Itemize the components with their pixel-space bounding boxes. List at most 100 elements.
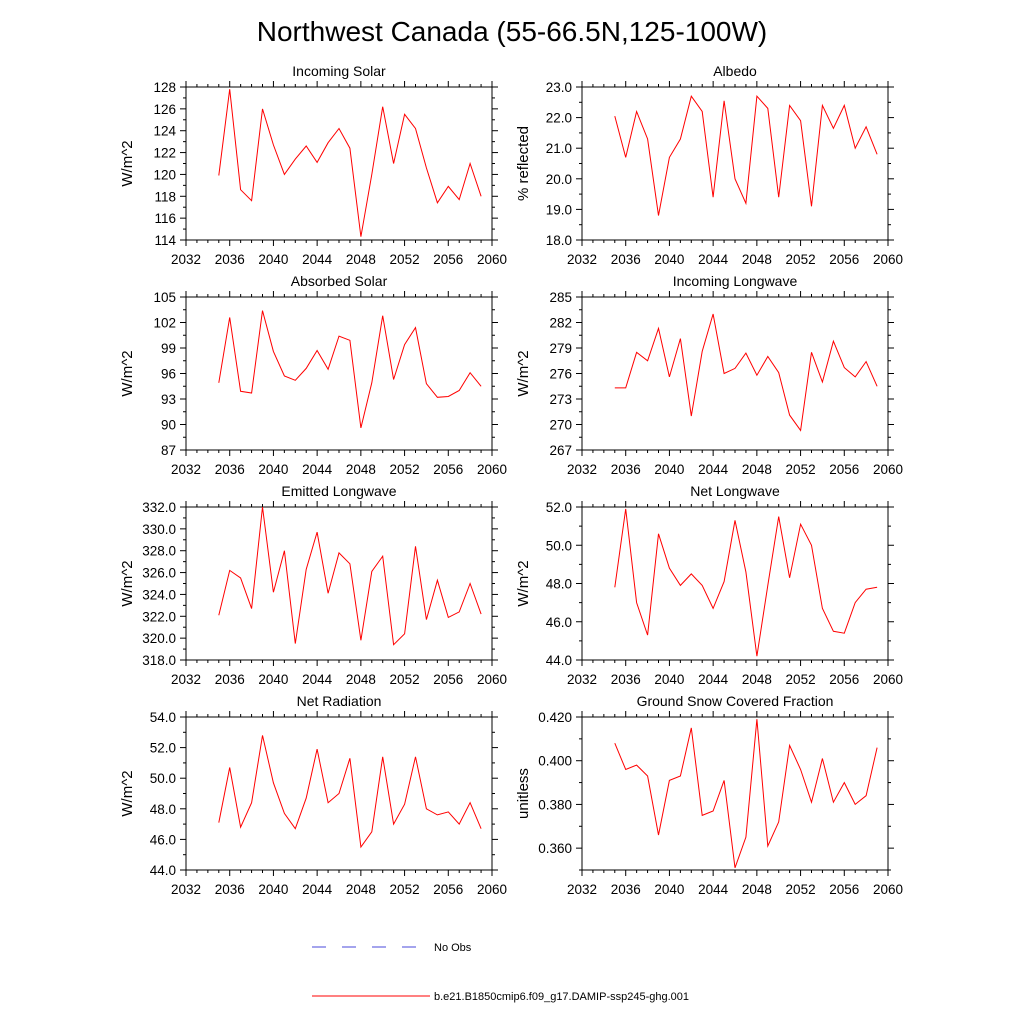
y-tick-label: 114	[154, 233, 176, 248]
x-tick-label: 2040	[654, 252, 684, 267]
y-axis-label: unitless	[515, 768, 532, 819]
y-tick-label: 44.0	[150, 863, 176, 878]
series-line-1	[614, 719, 878, 868]
y-tick-label: 21.0	[546, 141, 572, 156]
x-tick-label: 2048	[346, 462, 376, 477]
x-tick-label: 2036	[611, 672, 641, 687]
x-tick-label: 2040	[654, 882, 684, 897]
x-tick-label: 2060	[477, 672, 507, 687]
panel-title: Net Longwave	[690, 483, 780, 499]
x-tick-label: 2036	[611, 882, 641, 897]
y-tick-label: 273	[549, 392, 572, 407]
panel-title: Net Radiation	[297, 693, 382, 709]
panel-title: Absorbed Solar	[291, 273, 388, 289]
y-tick-label: 0.360	[538, 841, 572, 856]
legend: No Obs b.e21.B1850cmip6.f09_g17.DAMIP-ss…	[312, 942, 689, 1003]
x-tick-label: 2040	[654, 462, 684, 477]
x-tick-label: 2040	[258, 252, 288, 267]
x-tick-label: 2048	[346, 672, 376, 687]
x-tick-label: 2052	[786, 672, 816, 687]
chart-panel-5: 2032 2036 2040 2044 2048 2052 2056 2060 318.0 320…	[119, 483, 507, 687]
x-tick-label: 2052	[390, 252, 420, 267]
x-tick-label: 2056	[433, 252, 463, 267]
x-tick-label: 2036	[215, 882, 245, 897]
x-tick-label: 2040	[258, 672, 288, 687]
figure-title: Northwest Canada (55-66.5N,125-100W)	[257, 16, 767, 47]
x-tick-label: 2044	[698, 672, 729, 687]
plot-frame	[185, 506, 493, 661]
y-tick-label: 124	[153, 124, 176, 139]
x-tick-label: 2044	[302, 252, 333, 267]
x-tick-label: 2032	[567, 672, 597, 687]
y-tick-label: 128	[153, 80, 176, 95]
y-axis-label: W/m^2	[119, 560, 136, 606]
panel-title: Albedo	[713, 63, 757, 79]
x-tick-label: 2032	[567, 882, 597, 897]
x-tick-label: 2036	[215, 252, 245, 267]
x-tick-label: 2060	[477, 882, 507, 897]
plot-frame	[581, 296, 889, 451]
chart-panel-4: 2032 2036 2040 2044 2048 2052 2056 2060 267 270 27…	[515, 273, 903, 477]
x-tick-label: 2036	[611, 252, 641, 267]
x-tick-label: 2040	[654, 672, 684, 687]
y-tick-label: 320.0	[142, 631, 176, 646]
x-tick-label: 2056	[829, 252, 859, 267]
y-axis-label: % reflected	[515, 126, 532, 201]
y-tick-label: 99	[161, 341, 176, 356]
x-tick-label: 2052	[390, 882, 420, 897]
y-tick-label: 118	[154, 189, 176, 204]
y-tick-label: 270	[549, 418, 572, 433]
y-tick-label: 326.0	[142, 566, 176, 581]
y-axis-label: W/m^2	[515, 350, 532, 396]
x-tick-label: 2056	[829, 882, 859, 897]
y-tick-label: 48.0	[546, 577, 572, 592]
x-tick-label: 2048	[346, 252, 376, 267]
plot-frame	[185, 296, 493, 451]
y-tick-label: 96	[161, 367, 176, 382]
y-tick-label: 116	[154, 211, 176, 226]
x-tick-label: 2048	[742, 462, 772, 477]
x-tick-label: 2044	[698, 462, 729, 477]
y-tick-label: 328.0	[142, 544, 176, 559]
panel-title: Emitted Longwave	[281, 483, 396, 499]
y-tick-label: 318.0	[142, 653, 176, 668]
y-tick-label: 0.420	[538, 710, 572, 725]
x-tick-label: 2044	[698, 882, 729, 897]
y-tick-label: 48.0	[150, 802, 176, 817]
y-tick-label: 102	[153, 316, 176, 331]
y-tick-label: 93	[161, 392, 176, 407]
x-tick-label: 2032	[171, 672, 201, 687]
x-tick-label: 2052	[786, 882, 816, 897]
y-tick-label: 23.0	[546, 80, 572, 95]
y-tick-label: 44.0	[546, 653, 572, 668]
x-tick-label: 2044	[302, 462, 333, 477]
x-tick-label: 2040	[258, 462, 288, 477]
x-tick-label: 2032	[567, 462, 597, 477]
x-tick-label: 2060	[477, 462, 507, 477]
y-tick-label: 279	[549, 341, 572, 356]
x-tick-label: 2036	[611, 462, 641, 477]
y-tick-label: 46.0	[150, 832, 176, 847]
x-tick-label: 2048	[346, 882, 376, 897]
y-tick-label: 22.0	[546, 111, 572, 126]
x-tick-label: 2044	[698, 252, 729, 267]
series-line-1	[614, 508, 878, 657]
y-tick-label: 20.0	[546, 172, 572, 187]
y-tick-label: 50.0	[546, 538, 572, 553]
y-axis-label: W/m^2	[119, 770, 136, 816]
x-tick-label: 2036	[215, 672, 245, 687]
x-tick-label: 2032	[171, 252, 201, 267]
y-tick-label: 0.380	[538, 797, 572, 812]
x-tick-label: 2056	[433, 462, 463, 477]
y-tick-label: 105	[153, 290, 176, 305]
series-line-1	[218, 506, 482, 646]
y-tick-label: 54.0	[150, 710, 176, 725]
y-axis-label: W/m^2	[119, 350, 136, 396]
chart-panel-6: 2032 2036 2040 2044 2048 2052 2056 2060 44.0 46.0…	[515, 483, 903, 687]
y-tick-label: 18.0	[546, 233, 572, 248]
panel-title: Ground Snow Covered Fraction	[637, 693, 834, 709]
chart-panel-7: 2032 2036 2040 2044 2048 2052 2056 2060 44.0 46.0…	[119, 693, 507, 897]
y-tick-label: 50.0	[150, 771, 176, 786]
panel-title: Incoming Solar	[292, 63, 386, 79]
